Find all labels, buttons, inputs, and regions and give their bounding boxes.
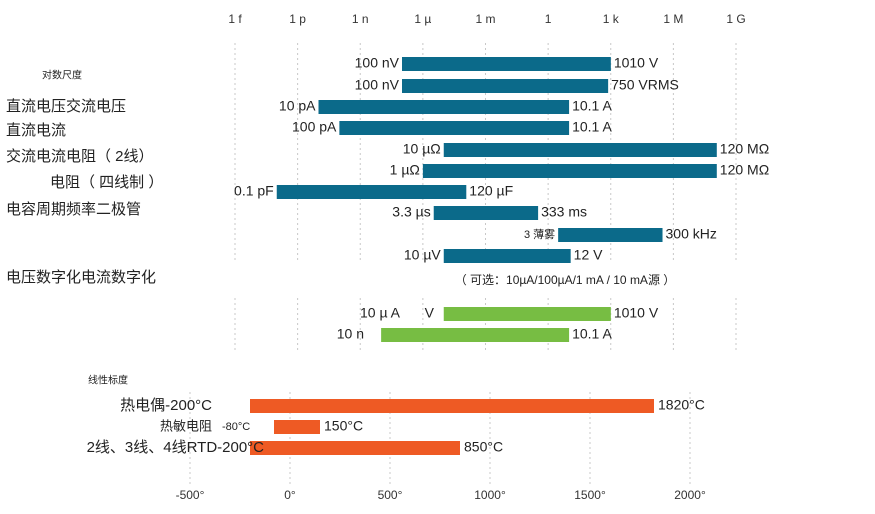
temperature-range-high-label: 150°C: [324, 418, 363, 434]
category-label: 直流电流: [6, 122, 66, 139]
log-range-high-label: 10.1 A: [572, 119, 612, 135]
temperature-axis-tick-label: 500°: [378, 488, 403, 502]
log-range-bar: [443, 143, 717, 157]
temperature-axis-tick-label: -500°: [176, 488, 205, 502]
log-range-high-label: 333 ms: [541, 204, 587, 220]
temperature-axis-tick-label: 0°: [284, 488, 296, 502]
digitize-range-mid-label: V: [425, 305, 435, 321]
log-range-low-label: 10 µΩ: [403, 141, 441, 157]
scale-tick-label: 1 µ: [414, 12, 431, 26]
category-label: 交流电流电阻（ 2线）: [6, 147, 154, 165]
section-label-log: 对数尺度: [42, 69, 82, 82]
log-range-low-label: 3 薄雾: [524, 227, 555, 241]
log-range-bar: [422, 164, 717, 178]
scale-tick-label: 1: [545, 12, 552, 26]
temperature-range-label: 2线、3线、4线RTD-200°C: [87, 439, 265, 456]
log-range-low-label: 3.3 µs: [392, 204, 430, 220]
scale-tick-label: 1 k: [603, 12, 620, 26]
temperature-range-bar: [274, 420, 320, 434]
temperature-axis-tick-label: 2000°: [674, 488, 706, 502]
log-range-low-label: 10 µV: [404, 247, 442, 263]
temperature-range-bar: [250, 399, 654, 413]
category-label: 直流电压交流电压: [6, 97, 126, 115]
log-range-high-label: 750 VRMS: [611, 77, 679, 93]
log-range-high-label: 1010 V: [614, 55, 659, 71]
digitize-range-low-label: 10 n: [337, 326, 364, 342]
log-range-bar: [318, 100, 570, 114]
temperature-axis-tick-label: 1500°: [574, 488, 606, 502]
scale-tick-label: 1 n: [352, 12, 369, 26]
log-range-high-label: 12 V: [574, 247, 603, 263]
temperature-range-bar: [250, 441, 460, 455]
digitize-range-high-label: 10.1 A: [572, 326, 612, 342]
section-label-linear: 线性标度: [88, 374, 128, 387]
log-range-bar: [443, 249, 571, 263]
log-range-bar: [402, 79, 609, 93]
digitize-range-high-label: 1010 V: [614, 305, 659, 321]
temperature-axis-tick-label: 1000°: [474, 488, 506, 502]
log-range-low-label: 0.1 pF: [234, 183, 274, 199]
scale-tick-label: 1 G: [726, 12, 745, 26]
temperature-range-label: 热敏电阻: [160, 418, 212, 433]
log-range-high-label: 120 MΩ: [720, 141, 769, 157]
log-range-low-label: 10 pA: [279, 98, 316, 114]
temperature-range-low-label: -80°C: [222, 421, 250, 433]
category-label: 电阻（ 四线制 ）: [50, 174, 163, 191]
log-range-bar: [433, 206, 539, 220]
digitize-range-bar: [381, 328, 570, 342]
log-range-high-label: 120 MΩ: [720, 162, 769, 178]
optional-note: （ 可选：10µA/100µA/1 mA / 10 mA源 ）: [455, 273, 676, 287]
temperature-range-label: 热电偶-200°C: [120, 397, 212, 414]
temperature-range-high-label: 1820°C: [658, 397, 705, 413]
log-range-bar: [402, 57, 611, 71]
log-range-high-label: 300 kHz: [666, 226, 717, 242]
digitize-range-bar: [443, 307, 611, 321]
scale-tick-label: 1 m: [475, 12, 495, 26]
scale-tick-label: 1 M: [663, 12, 683, 26]
log-range-bar: [276, 185, 467, 199]
digitize-range-low-label: 10 µ A: [360, 305, 401, 321]
log-range-low-label: 100 pA: [292, 119, 337, 135]
category-label: 电容周期频率二极管: [6, 201, 141, 218]
log-range-high-label: 10.1 A: [572, 98, 612, 114]
section-label-digitize: 电压数字化电流数字化: [6, 269, 156, 286]
log-range-bar: [339, 121, 570, 135]
log-range-low-label: 100 nV: [355, 55, 400, 71]
scale-tick-label: 1 p: [289, 12, 306, 26]
log-range-low-label: 100 nV: [355, 77, 400, 93]
scale-tick-label: 1 f: [228, 12, 242, 26]
log-range-low-label: 1 µΩ: [390, 162, 420, 178]
temperature-range-high-label: 850°C: [464, 439, 503, 455]
log-range-high-label: 120 µF: [469, 183, 513, 199]
log-range-bar: [558, 228, 663, 242]
